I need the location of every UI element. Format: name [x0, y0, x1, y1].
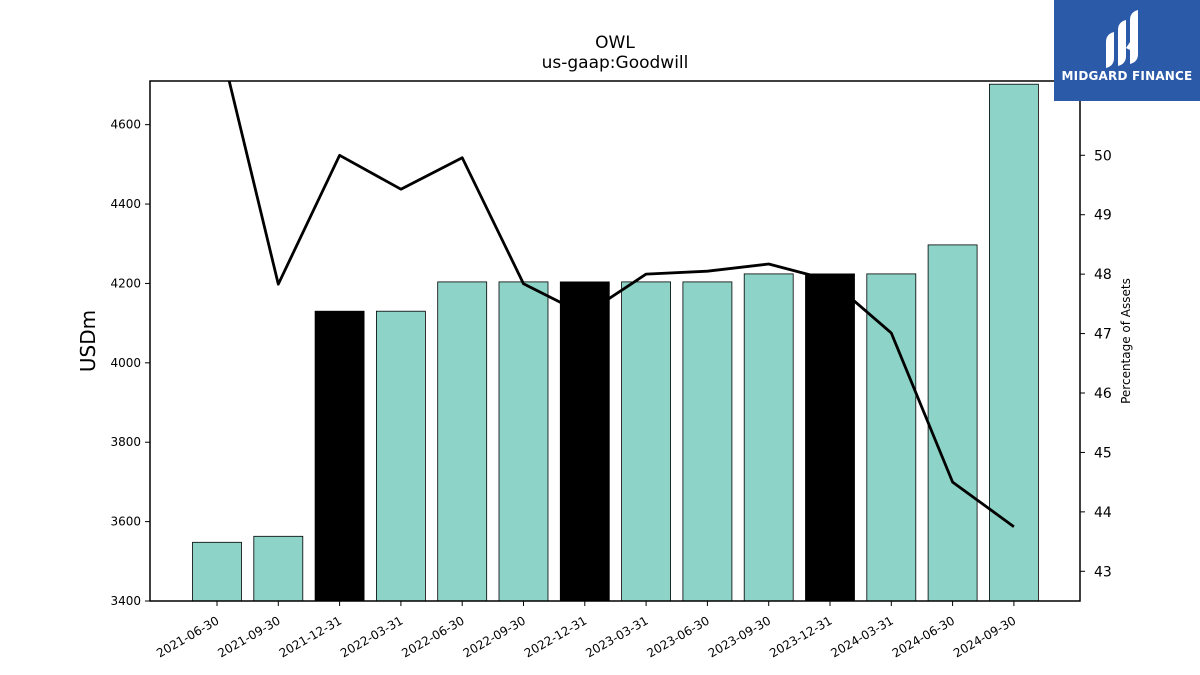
chart-title: OWL — [595, 33, 635, 53]
bar-2021-09-30 — [253, 535, 304, 602]
x-tick-label: 2021-09-30 — [215, 613, 282, 660]
y-axis-right-label: Percentage of Assets — [1119, 278, 1133, 404]
bar-2023-03-31 — [621, 281, 671, 602]
bar-2021-12-31 — [314, 310, 365, 602]
chart-subtitle: us-gaap:Goodwill — [542, 53, 689, 73]
y-right-tick-label: 50 — [1094, 148, 1112, 164]
bar-2022-09-30 — [498, 281, 549, 602]
y-right-tick-label: 44 — [1094, 505, 1112, 521]
x-axis: 2021-06-302021-09-302021-12-312022-03-31… — [154, 601, 1018, 660]
y-right-tick-label: 48 — [1094, 267, 1112, 283]
y-left-tick-label: 3600 — [110, 515, 141, 529]
bar-2023-06-30 — [682, 281, 733, 602]
bar-2023-09-30 — [743, 273, 794, 602]
x-tick-label: 2022-03-31 — [338, 613, 405, 660]
line-percentage-of-assets — [227, 81, 1015, 528]
y-right-tick-label: 45 — [1094, 445, 1112, 461]
logo-mark-icon — [1106, 10, 1138, 68]
y-left-tick-label: 4600 — [110, 118, 141, 132]
bar-2024-03-31 — [866, 273, 917, 602]
bar-2022-06-30 — [437, 281, 488, 602]
bar-group — [192, 83, 1039, 602]
logo-text: MIDGARD FINANCE — [1061, 69, 1193, 83]
y-left-tick-label: 3400 — [110, 594, 141, 608]
x-tick-label: 2023-06-30 — [644, 613, 711, 660]
y-left-tick-label: 4200 — [110, 276, 141, 290]
line-group — [227, 81, 1015, 528]
y-left-tick-label: 3800 — [110, 435, 141, 449]
y-right-tick-label: 43 — [1094, 564, 1112, 580]
y-axis-right: 43 44 45 46 47 48 49 50 — [1080, 148, 1112, 580]
plot-frame — [149, 80, 1081, 602]
bar-2022-03-31 — [375, 310, 426, 602]
bar-2023-12-31 — [805, 273, 855, 602]
x-tick-label: 2022-09-30 — [461, 613, 528, 660]
bar-2024-06-30 — [927, 244, 978, 602]
y-axis-left-label: USDm — [76, 310, 100, 372]
x-tick-label: 2021-06-30 — [154, 613, 221, 660]
bar-2022-12-31 — [559, 281, 610, 602]
x-tick-label: 2023-12-31 — [767, 613, 834, 660]
x-tick-label: 2024-03-31 — [828, 613, 895, 660]
x-tick-label: 2023-03-31 — [583, 613, 650, 660]
y-left-tick-label: 4000 — [110, 356, 141, 370]
x-tick-label: 2021-12-31 — [277, 613, 344, 660]
y-axis-left: 3400 3600 3800 4000 4200 4400 4600 — [110, 118, 150, 608]
y-right-tick-label: 46 — [1094, 386, 1112, 402]
y-right-tick-label: 47 — [1094, 327, 1112, 343]
bar-2021-06-30 — [192, 541, 242, 602]
x-tick-label: 2024-06-30 — [890, 613, 957, 660]
x-tick-label: 2022-12-31 — [522, 613, 589, 660]
x-tick-label: 2023-09-30 — [706, 613, 773, 660]
y-right-tick-label: 49 — [1094, 208, 1112, 224]
y-left-tick-label: 4400 — [110, 197, 141, 211]
x-tick-label: 2024-09-30 — [951, 613, 1018, 660]
bar-2024-09-30 — [989, 83, 1039, 602]
midgard-finance-logo: MIDGARD FINANCE — [1054, 0, 1200, 101]
x-tick-label: 2022-06-30 — [399, 613, 466, 660]
